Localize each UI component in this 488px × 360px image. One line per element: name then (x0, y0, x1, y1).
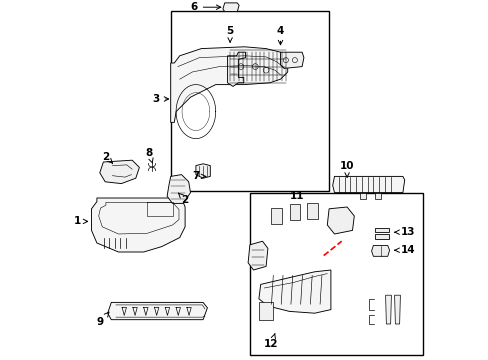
Polygon shape (385, 295, 390, 324)
Text: 6: 6 (190, 2, 221, 12)
Polygon shape (394, 295, 400, 324)
Polygon shape (258, 270, 330, 313)
Polygon shape (167, 175, 190, 203)
Polygon shape (227, 52, 245, 86)
Text: 10: 10 (339, 161, 354, 177)
Polygon shape (371, 246, 389, 256)
Bar (170, 11, 328, 191)
Text: 7: 7 (192, 171, 205, 181)
Polygon shape (289, 204, 300, 220)
Text: 9: 9 (97, 312, 109, 327)
Polygon shape (247, 241, 267, 270)
Polygon shape (360, 193, 366, 199)
Text: 13: 13 (394, 227, 415, 237)
Polygon shape (307, 202, 318, 219)
Polygon shape (280, 52, 303, 68)
Polygon shape (374, 193, 380, 199)
Polygon shape (107, 302, 207, 320)
Polygon shape (326, 207, 354, 234)
Polygon shape (374, 228, 387, 232)
Bar (249, 193, 422, 355)
Text: 4: 4 (276, 26, 284, 45)
Polygon shape (91, 198, 185, 252)
Polygon shape (374, 234, 387, 239)
Text: 1: 1 (73, 216, 87, 226)
Text: 2: 2 (102, 152, 112, 163)
Text: 2: 2 (178, 193, 188, 205)
Text: 11: 11 (289, 191, 304, 201)
Text: 12: 12 (264, 333, 278, 349)
Polygon shape (223, 3, 239, 12)
Text: 5: 5 (226, 26, 233, 42)
Text: 8: 8 (145, 148, 153, 163)
Polygon shape (196, 164, 210, 178)
Text: 3: 3 (152, 94, 168, 104)
Polygon shape (170, 47, 287, 122)
Text: 14: 14 (394, 245, 415, 255)
Polygon shape (100, 160, 139, 184)
Polygon shape (332, 176, 404, 193)
Polygon shape (258, 302, 273, 320)
Polygon shape (271, 208, 282, 224)
